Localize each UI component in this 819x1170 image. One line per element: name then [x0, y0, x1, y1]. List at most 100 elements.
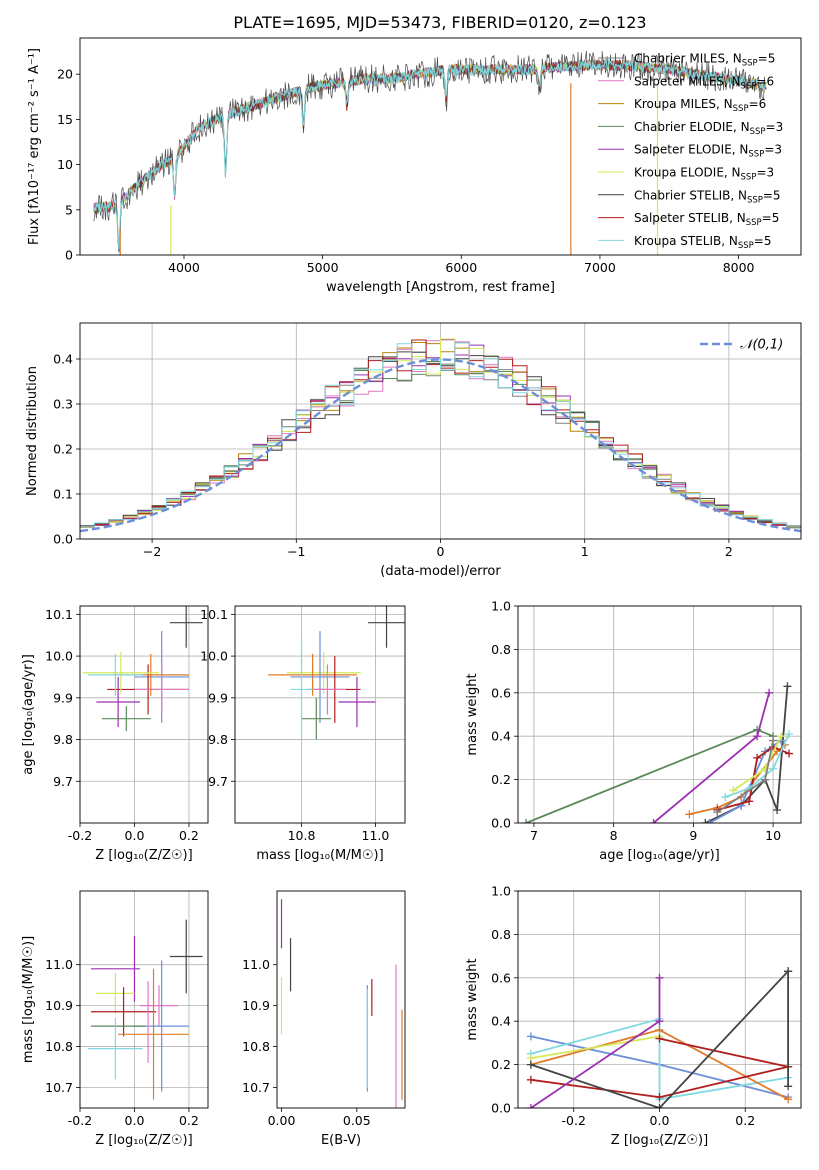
mass-weight-marker — [784, 1095, 793, 1104]
y-tick-label: 9.8 — [53, 732, 73, 747]
y-tick-label: 0.3 — [53, 397, 73, 412]
x-axis-label: age [log₁₀(age/yr)] — [599, 848, 720, 863]
x-tick-label: 9 — [689, 828, 697, 843]
legend-entry: 𝒩(0,1) — [740, 338, 783, 353]
mass-weight-marker — [745, 797, 754, 806]
mass-weight-marker — [783, 682, 792, 691]
legend-entry: Salpeter STELIB, NSSP=5 — [634, 211, 779, 228]
y-tick-label: 9.9 — [208, 690, 228, 705]
y-tick-label: 11.0 — [242, 957, 270, 972]
plot-area — [80, 338, 801, 533]
axes-frame — [79, 322, 802, 540]
x-tick-label: 0.2 — [735, 1113, 755, 1128]
plot-area — [526, 967, 793, 1108]
mass-weight-marker — [761, 775, 770, 784]
plot-area — [521, 682, 794, 823]
y-tick-label: 0.0 — [491, 1101, 511, 1116]
mass-weight-marker — [705, 819, 714, 823]
y-tick-label: 0.2 — [491, 772, 511, 787]
x-axis-label: Z [log₁₀(Z/Z☉)] — [95, 1133, 192, 1148]
mass-weight-marker — [753, 732, 762, 741]
legend-entry: Chabrier MILES, NSSP=5 — [634, 52, 775, 69]
mass-weight-vs-age-panel: 7 8 9 10 0.0 0.2 0.4 0.6 0.8 1.0 age [log₁₀(age/yr… — [465, 599, 802, 863]
axes-frame — [79, 37, 802, 256]
x-tick-label: 0.2 — [179, 828, 199, 843]
y-tick-label: 0.2 — [53, 442, 73, 457]
mass-weight-series — [530, 1035, 660, 1059]
x-tick-label: 0.0 — [650, 1113, 670, 1128]
y-axis-label: Flux [fλ10⁻¹⁷ erg cm⁻² s⁻¹ A⁻¹] — [27, 48, 42, 245]
y-tick-label: 10 — [57, 157, 73, 172]
x-tick-label: 0.0 — [125, 1113, 145, 1128]
mass-weight-marker — [765, 688, 774, 697]
x-tick-label: 10 — [765, 828, 781, 843]
mass-weight-series — [724, 733, 790, 798]
axes-frame — [79, 890, 209, 1109]
mass-vs-extinction-panel: 0.00 0.05 10.7 10.8 10.9 11.0 E(B-V) — [242, 890, 406, 1148]
plot-area — [88, 919, 203, 1100]
mass-weight-marker — [785, 749, 794, 758]
axes-frame — [517, 605, 802, 824]
axes-frame — [276, 890, 406, 1109]
y-tick-label: 10.7 — [45, 1080, 73, 1095]
y-axis-label: mass weight — [465, 958, 480, 1040]
mass-weight-marker — [685, 810, 694, 819]
y-tick-label: 10.9 — [45, 998, 73, 1013]
mass-weight-marker — [526, 1075, 535, 1084]
x-tick-label: -0.2 — [562, 1113, 586, 1128]
mass-weight-marker — [655, 1034, 664, 1043]
legend-entry: Kroupa STELIB, NSSP=5 — [634, 234, 772, 251]
legend-entry: Salpeter MILES, NSSP=6 — [634, 74, 774, 91]
y-tick-label: 0.4 — [491, 1014, 511, 1029]
x-tick-label: 5000 — [307, 260, 339, 275]
x-tick-label: 8 — [610, 828, 618, 843]
mass-weight-marker — [655, 1017, 664, 1026]
mass-weight-marker — [713, 808, 722, 817]
x-axis-label: wavelength [Angstrom, rest frame] — [326, 280, 555, 295]
axes-frame — [79, 605, 209, 824]
y-tick-label: 0 — [65, 248, 73, 263]
mass-weight-marker — [655, 973, 664, 982]
mass-weight-marker — [769, 736, 778, 745]
y-tick-label: 10.1 — [45, 607, 73, 622]
x-tick-label: 7000 — [584, 260, 616, 275]
y-tick-label: 0.4 — [53, 352, 73, 367]
x-tick-label: −1 — [287, 544, 305, 559]
mass-vs-metallicity-panel: -0.2 0.0 0.2 10.7 10.8 10.9 11.0 Z [log₁₀(Z/Z☉)… — [21, 890, 209, 1148]
age-vs-mass-panel: 10.8 11.0 9.7 9.8 9.9 10.0 10.1 mass [log₁₀(M/M… — [200, 605, 406, 863]
y-axis-label: mass [log₁₀(M/M☉)] — [21, 936, 36, 1063]
legend-entry: Chabrier ELODIE, NSSP=3 — [634, 120, 783, 137]
mass-weight-marker — [526, 1032, 535, 1041]
y-tick-label: 0.2 — [491, 1057, 511, 1072]
y-tick-label: 9.7 — [208, 774, 228, 789]
x-tick-label: 0.05 — [343, 1113, 371, 1128]
mass-weight-marker — [769, 764, 778, 773]
axes-frame — [517, 890, 802, 1109]
y-tick-label: 10.8 — [45, 1039, 73, 1054]
x-tick-label: 11.0 — [362, 828, 390, 843]
y-tick-label: 10.0 — [200, 649, 228, 664]
plot-area — [268, 606, 405, 740]
mass-weight-marker — [655, 1093, 664, 1102]
legend-entry: Chabrier STELIB, NSSP=5 — [634, 188, 781, 205]
y-tick-label: 15 — [57, 112, 73, 127]
normal-reference-curve — [80, 358, 801, 533]
histogram-series — [80, 342, 801, 528]
y-axis-label: age [log₁₀(age/yr)] — [21, 654, 36, 775]
y-tick-label: 0.0 — [491, 816, 511, 831]
x-axis-label: Z [log₁₀(Z/Z☉)] — [95, 848, 192, 863]
x-tick-label: 0 — [437, 544, 445, 559]
y-tick-label: 10.0 — [45, 649, 73, 664]
x-tick-label: 6000 — [445, 260, 477, 275]
x-axis-label: mass [log₁₀(M/M☉)] — [256, 848, 383, 863]
x-tick-label: 1 — [581, 544, 589, 559]
y-tick-label: 0.8 — [491, 927, 511, 942]
y-axis-label: Normed distribution — [25, 366, 40, 496]
y-tick-label: 0.1 — [53, 487, 73, 502]
mass-weight-marker — [701, 819, 710, 823]
age-vs-metallicity-panel: -0.2 0.0 0.2 9.7 9.8 9.9 10.0 10.1 Z [log₁₀(Z/Z☉… — [21, 605, 209, 863]
y-tick-label: 10.7 — [242, 1080, 270, 1095]
y-tick-label: 9.8 — [208, 732, 228, 747]
y-tick-label: 0.0 — [53, 532, 73, 547]
